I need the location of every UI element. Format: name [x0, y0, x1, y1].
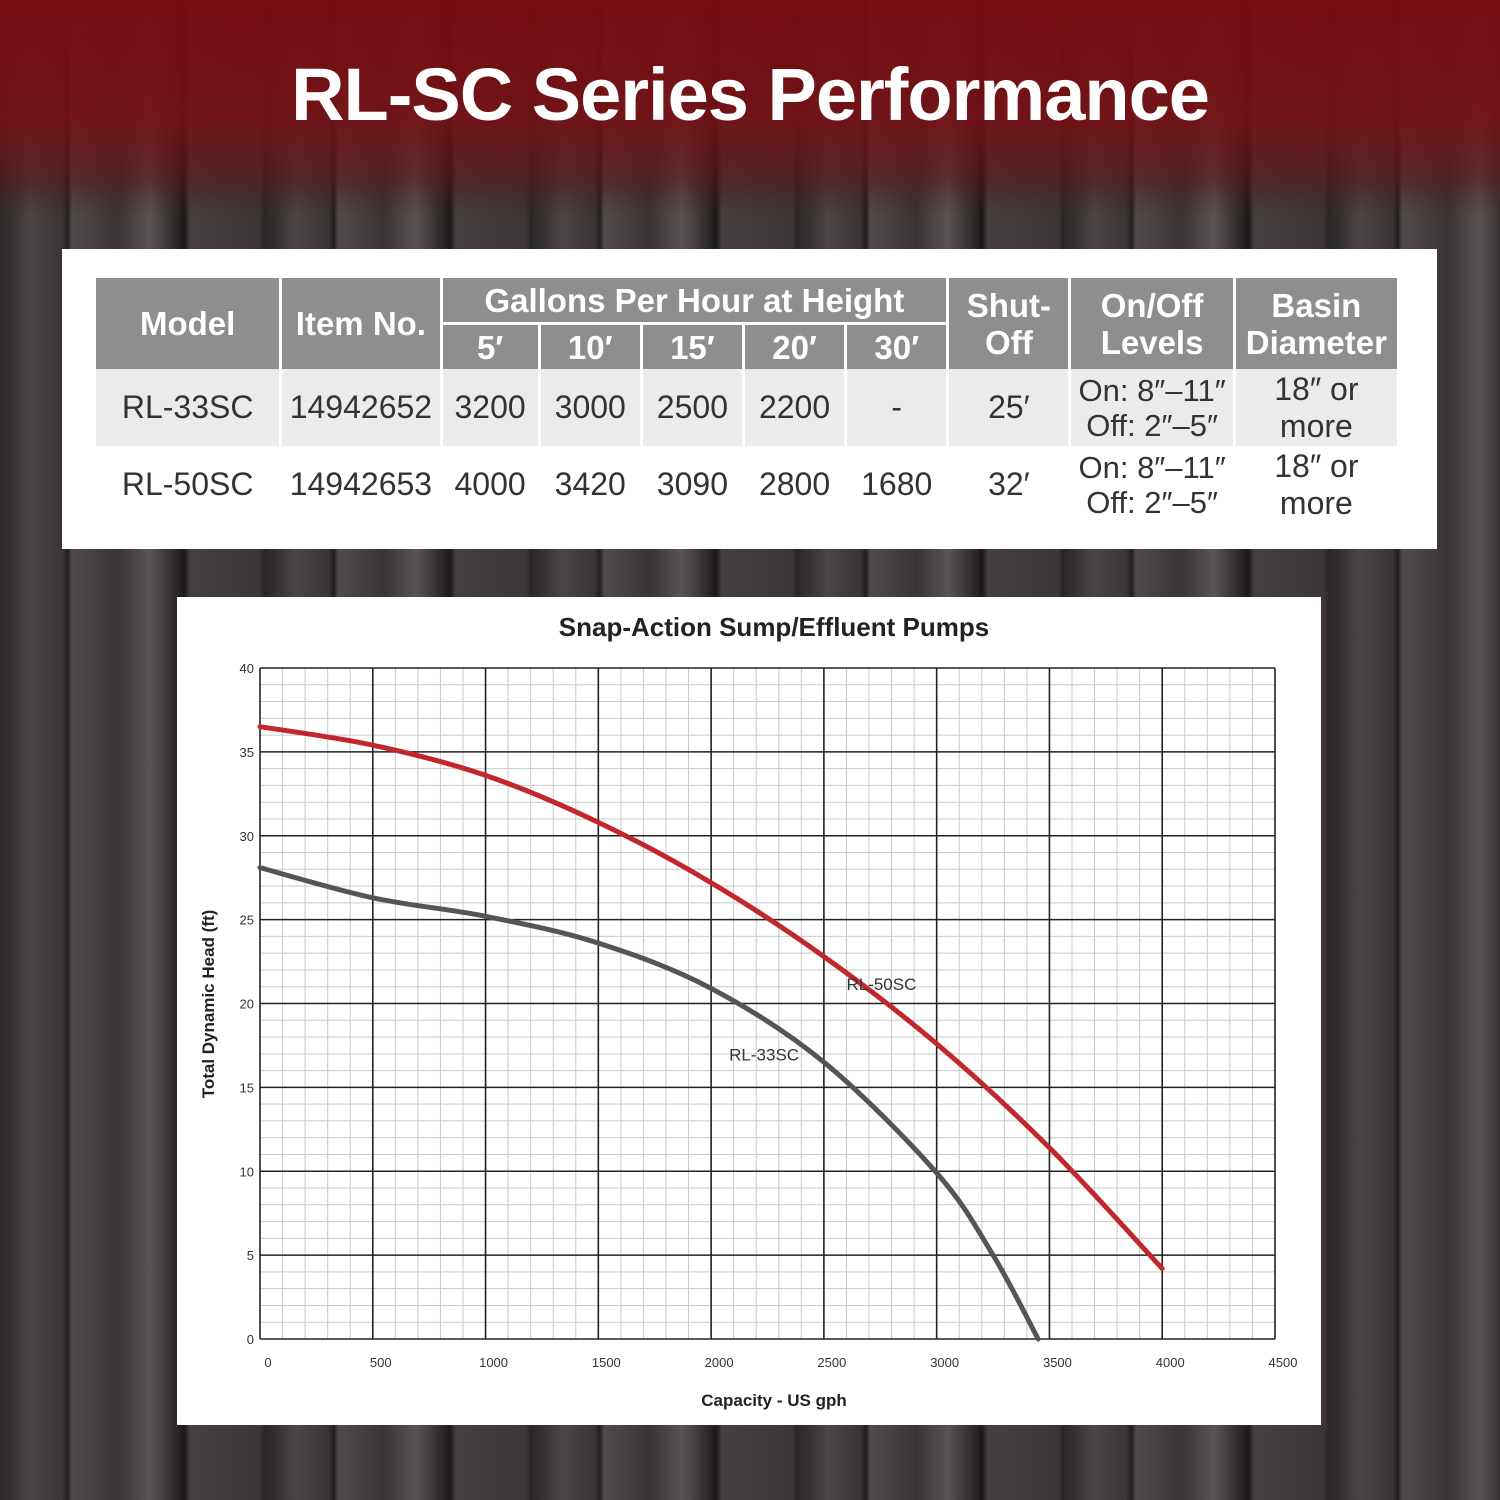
page-title: RL-SC Series Performance [291, 53, 1210, 136]
header-basin: Basin Diameter [1232, 278, 1397, 369]
y-tick-label: 0 [247, 1332, 254, 1347]
header-height-20: 20′ [741, 322, 845, 369]
cell-basin: 18″ or more [1232, 369, 1397, 446]
header-height-15: 15′ [639, 322, 742, 369]
chart-panel: Snap-Action Sump/Effluent Pumps 0 500 1000… [177, 597, 1321, 1425]
cell-model: RL-33SC [96, 369, 280, 446]
spec-table: Model Item No. Gallons Per Hour at Heigh… [96, 278, 1397, 523]
series-label-rl-33sc: RL-33SC [729, 1046, 799, 1065]
header-item-no: Item No. [279, 278, 440, 369]
series-layer: RL-50SC RL-33SC [257, 724, 1165, 1342]
x-axis-label: Capacity - US gph [701, 1391, 846, 1410]
header-gph-group: Gallons Per Hour at Height [439, 278, 947, 322]
cell-item-no: 14942653 [279, 446, 440, 523]
y-tick-label: 25 [240, 913, 254, 928]
cell-gph-20: 2200 [741, 369, 845, 446]
x-tick-label: 500 [370, 1355, 392, 1370]
x-tick-label: 3000 [930, 1355, 959, 1370]
cell-levels: On: 8″–11″ Off: 2″–5″ [1068, 369, 1233, 446]
cell-gph-15: 3090 [639, 446, 742, 523]
x-axis-ticks: 0 500 1000 1500 2000 2500 3000 3500 4000 4500 [264, 1355, 1297, 1370]
cell-gph-5: 4000 [439, 446, 538, 523]
x-tick-label: 0 [264, 1355, 271, 1370]
y-tick-label: 40 [240, 661, 254, 676]
cell-model: RL-50SC [96, 446, 280, 523]
header-shut-off: Shut- Off [946, 278, 1069, 369]
x-tick-label: 2000 [705, 1355, 734, 1370]
y-tick-label: 35 [240, 745, 254, 760]
y-tick-label: 10 [240, 1164, 254, 1179]
major-grid [259, 667, 1276, 1340]
cell-basin: 18″ or more [1232, 446, 1397, 523]
table-row: RL-33SC 14942652 3200 3000 2500 2200 - 2… [96, 369, 1397, 446]
chart-title: Snap-Action Sump/Effluent Pumps [559, 612, 989, 642]
cell-item-no: 14942652 [279, 369, 440, 446]
header-height-30: 30′ [844, 322, 947, 369]
performance-chart: Snap-Action Sump/Effluent Pumps 0 500 1000… [199, 612, 1297, 1410]
x-tick-label: 4500 [1269, 1355, 1298, 1370]
cell-gph-10: 3420 [537, 446, 640, 523]
header-height-10: 10′ [537, 322, 640, 369]
header-height-5: 5′ [439, 322, 538, 369]
y-tick-label: 5 [247, 1248, 254, 1263]
cell-shut-off: 25′ [946, 369, 1069, 446]
y-axis-ticks: 0 5 10 15 20 25 30 35 40 [240, 661, 254, 1347]
x-tick-label: 1500 [592, 1355, 621, 1370]
cell-shut-off: 32′ [946, 446, 1069, 523]
header-row: Model Item No. Gallons Per Hour at Heigh… [96, 278, 1397, 369]
x-tick-label: 3500 [1043, 1355, 1072, 1370]
spec-table-panel: Model Item No. Gallons Per Hour at Heigh… [62, 249, 1437, 549]
table-row: RL-50SC 14942653 4000 3420 3090 2800 168… [96, 446, 1397, 523]
cell-levels: On: 8″–11″ Off: 2″–5″ [1068, 446, 1233, 523]
cell-gph-30: 1680 [844, 446, 947, 523]
series-label-rl-50sc: RL-50SC [846, 975, 916, 994]
series-line-rl-33sc [257, 865, 1041, 1342]
cell-gph-30: - [844, 369, 947, 446]
y-axis-label: Total Dynamic Head (ft) [199, 910, 218, 1099]
cell-gph-5: 3200 [439, 369, 538, 446]
x-tick-label: 1000 [479, 1355, 508, 1370]
y-tick-label: 15 [240, 1080, 254, 1095]
cell-gph-10: 3000 [537, 369, 640, 446]
x-tick-label: 2500 [817, 1355, 846, 1370]
header-model: Model [96, 278, 280, 369]
y-tick-label: 20 [240, 997, 254, 1012]
x-tick-label: 4000 [1156, 1355, 1185, 1370]
series-line-rl-50sc [257, 724, 1165, 1272]
cell-gph-20: 2800 [741, 446, 845, 523]
y-tick-label: 30 [240, 829, 254, 844]
cell-gph-15: 2500 [639, 369, 742, 446]
header-subrow: 5′ 10′ 15′ 20′ 30′ [96, 322, 1397, 369]
header-levels: On/Off Levels [1068, 278, 1233, 369]
